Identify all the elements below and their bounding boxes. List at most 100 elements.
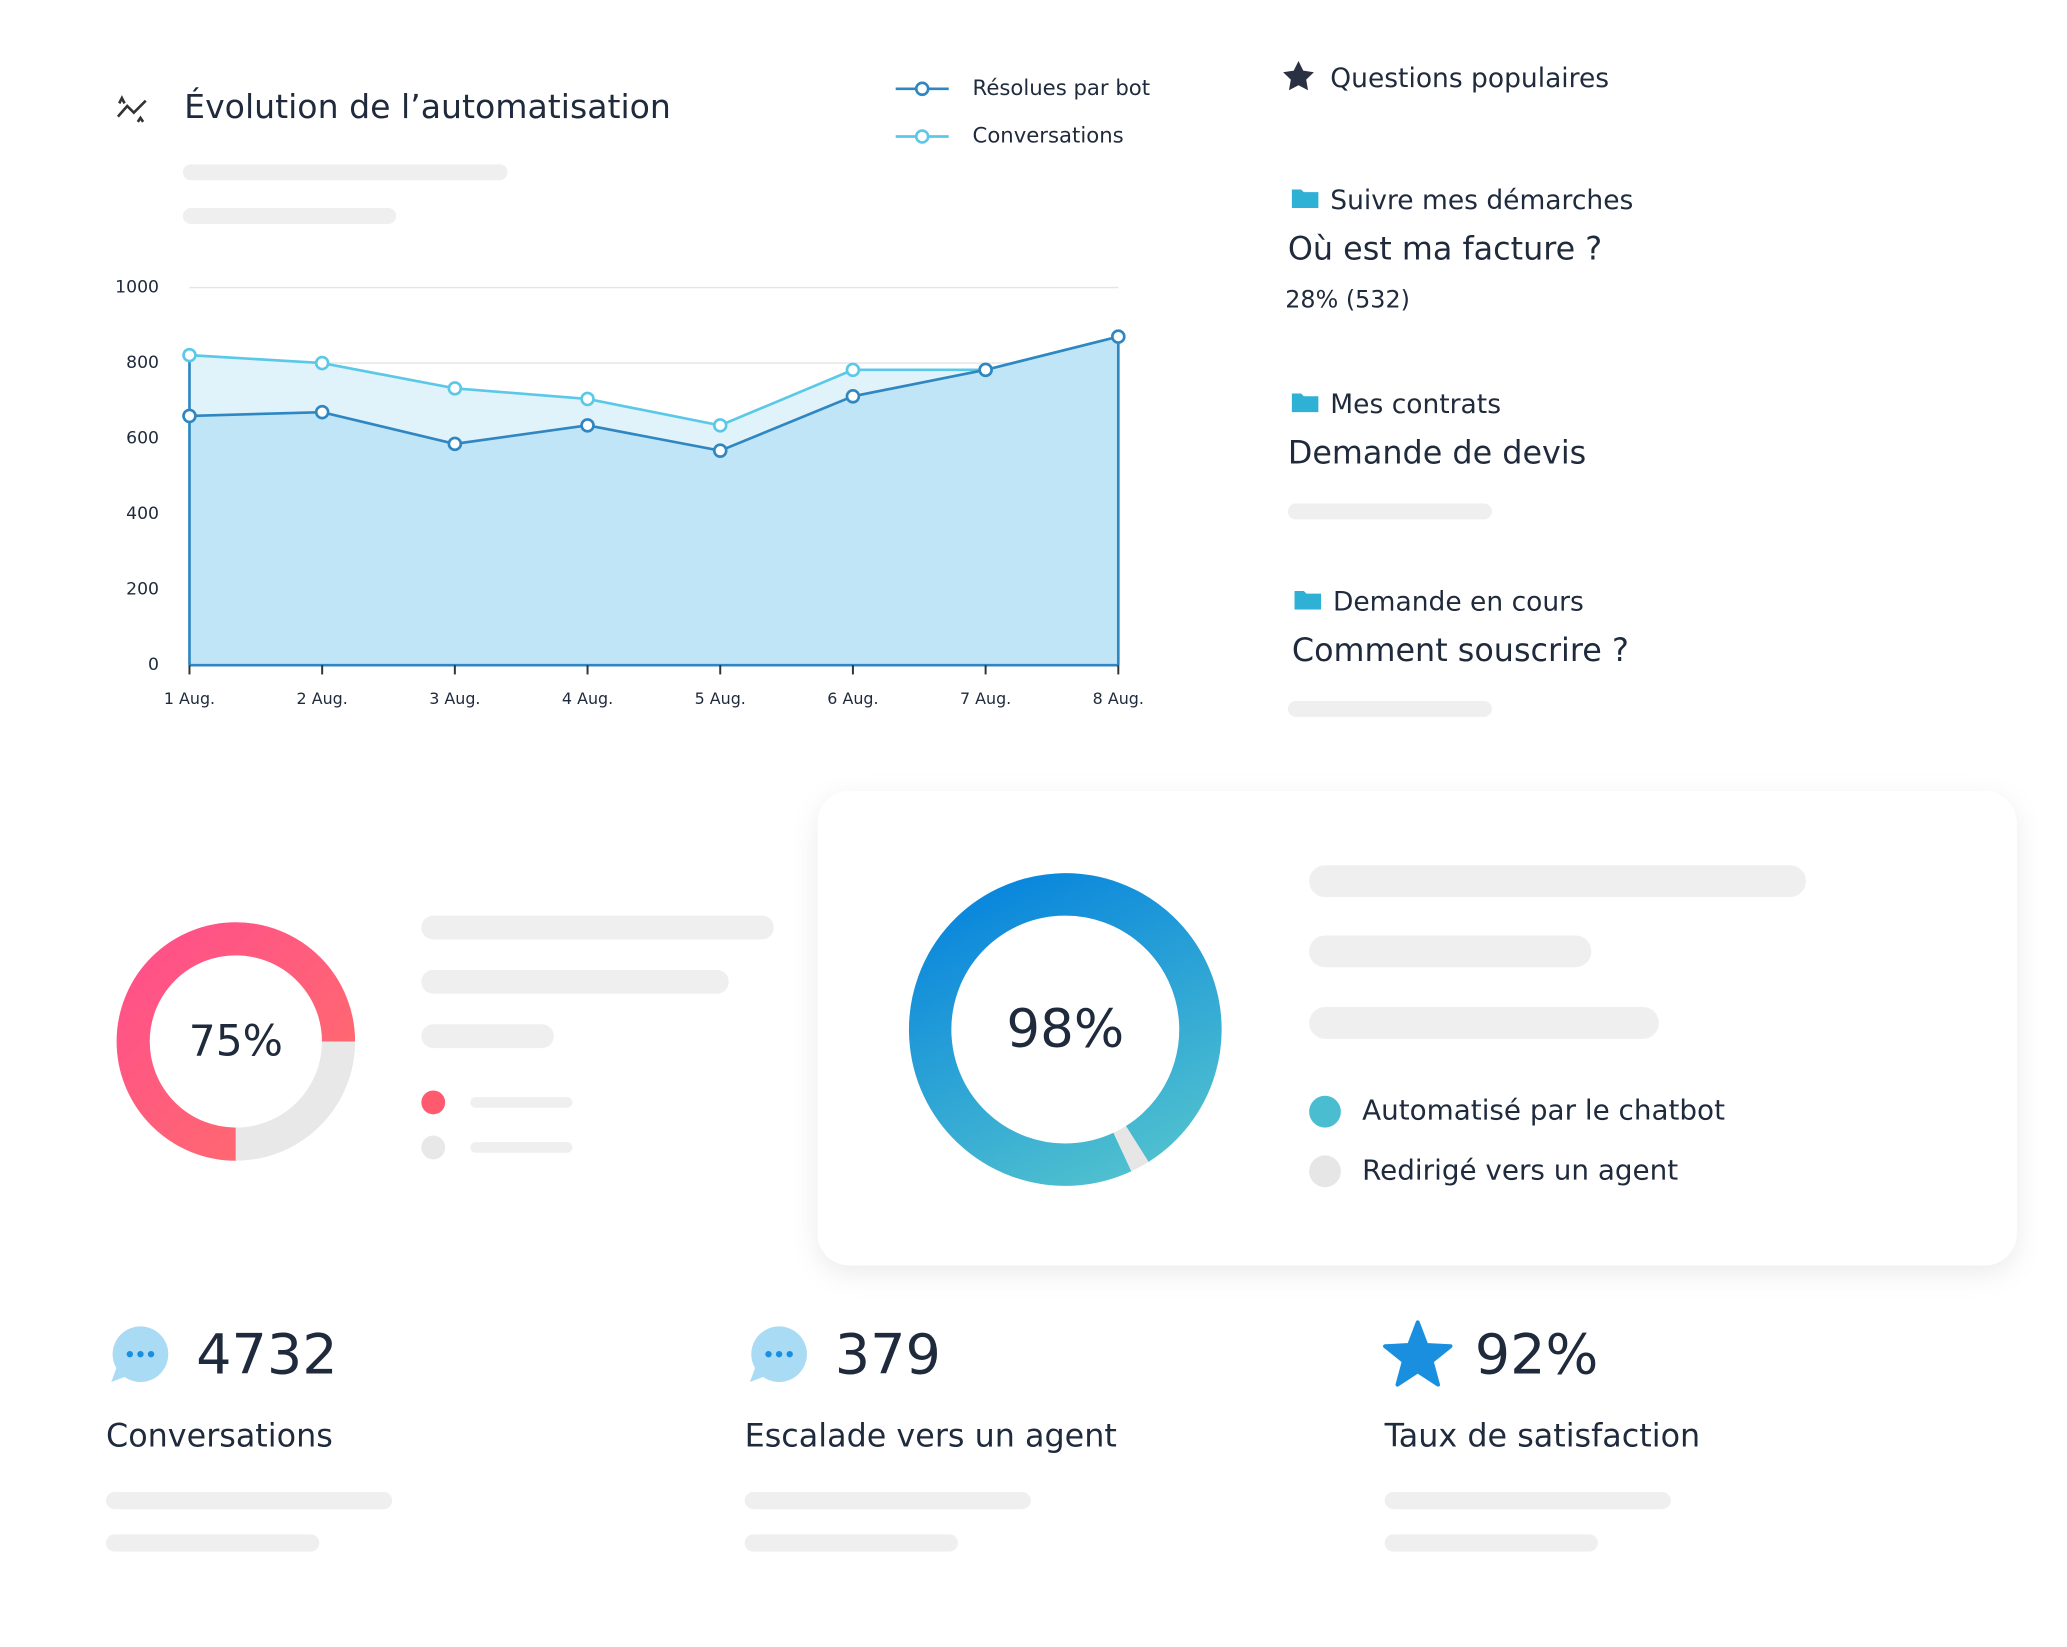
- questions-title: Questions populaires: [1330, 63, 1609, 94]
- donut-segment: [116, 922, 356, 1161]
- x-tick-label: 1 Aug.: [164, 689, 215, 708]
- stat-value: 4732: [196, 1322, 338, 1387]
- star-icon: [1283, 60, 1314, 91]
- donut-large: 98% Automatisé par le chatbot Redirigé ver…: [908, 865, 1806, 1188]
- stat-label: Conversations: [106, 1418, 333, 1455]
- legend-marker: [914, 81, 930, 97]
- question-category: Mes contrats: [1330, 389, 1501, 420]
- placeholder: [1384, 1491, 1671, 1510]
- point: [314, 404, 330, 420]
- point: [447, 381, 463, 396]
- placeholder: [470, 1097, 573, 1108]
- question: Demande de devis: [1288, 434, 1586, 471]
- question-stat: 28% (532): [1285, 285, 1410, 313]
- stat-value: 379: [835, 1322, 941, 1387]
- line: [189, 335, 1119, 453]
- placeholder: [106, 1491, 393, 1510]
- legend-dot: [1309, 1095, 1341, 1128]
- placeholder: [106, 1534, 320, 1552]
- placeholder: [421, 1024, 554, 1049]
- point: [1111, 329, 1126, 344]
- legend-label: Automatisé par le chatbot: [1362, 1094, 1725, 1127]
- placeholder: [182, 208, 397, 224]
- point: [447, 436, 463, 452]
- y-tick-label: 600: [126, 429, 159, 449]
- stats: 4732 Conversations 379 Escalade vers un age…: [106, 1320, 1701, 1552]
- question-category: Demande en cours: [1333, 586, 1584, 617]
- placeholder: [744, 1491, 1031, 1510]
- questions: Questions populaires Suivre mes démarche…: [1283, 60, 1633, 717]
- point: [182, 347, 197, 363]
- x-tick-label: 7 Aug.: [960, 689, 1011, 708]
- folder-icon: [1291, 189, 1319, 209]
- star-icon: [1383, 1320, 1453, 1387]
- x-tick-label: 2 Aug.: [297, 689, 348, 708]
- chat-dot: [147, 1350, 155, 1358]
- donut-label: 98%: [1006, 999, 1124, 1060]
- donut-small: 75%: [116, 915, 774, 1161]
- line: [189, 335, 1119, 427]
- x-tick-label: 5 Aug.: [695, 689, 746, 708]
- legend-dot: [421, 1090, 446, 1115]
- question-category: Suivre mes démarches: [1330, 185, 1633, 216]
- stat-label: Taux de satisfaction: [1384, 1418, 1701, 1455]
- chat-icon: [111, 1367, 129, 1382]
- x-tick-label: 4 Aug.: [562, 689, 613, 708]
- placeholder: [1309, 1007, 1659, 1039]
- x-tick-label: 3 Aug.: [429, 689, 480, 708]
- question: Comment souscrire ?: [1292, 632, 1629, 669]
- donut-segment: [908, 873, 1222, 1186]
- folder-icon: [1291, 393, 1319, 413]
- x-tick-label: 8 Aug.: [1093, 689, 1144, 708]
- donut-segment: [908, 873, 1222, 1186]
- area: [189, 336, 1119, 666]
- point: [712, 443, 728, 458]
- donut-label: 75%: [189, 1017, 283, 1066]
- chat-dot: [786, 1350, 793, 1358]
- stat-label: Escalade vers un agent: [745, 1418, 1117, 1455]
- placeholder: [1309, 935, 1592, 968]
- question: Où est ma facture ?: [1288, 230, 1602, 267]
- chat-dot: [137, 1350, 144, 1358]
- chat-dot: [765, 1350, 772, 1358]
- point: [580, 418, 595, 433]
- point: [580, 391, 595, 407]
- legend-dot: [421, 1135, 446, 1160]
- placeholder: [182, 164, 508, 181]
- placeholder: [470, 1142, 573, 1153]
- legend-label: Résolues par bot: [973, 75, 1151, 100]
- point: [314, 355, 330, 371]
- y-tick-label: 1000: [115, 278, 159, 298]
- point: [845, 389, 861, 404]
- placeholder: [421, 915, 774, 940]
- placeholder: [744, 1534, 958, 1552]
- y-tick-label: 0: [148, 655, 159, 675]
- placeholder: [1309, 865, 1806, 898]
- placeholder: [421, 969, 729, 994]
- line-chart: 0 200 400 600 800 1000 1 Aug. 2 Aug. 3 Aug. 4 Aug…: [115, 75, 1150, 708]
- legend-marker: [914, 129, 930, 144]
- chart-title: Évolution de l’automatisation: [184, 86, 671, 126]
- placeholder: [1287, 503, 1492, 520]
- placeholder: [1287, 700, 1492, 717]
- point: [712, 418, 728, 433]
- folder-icon: [1294, 590, 1322, 610]
- placeholder: [1384, 1534, 1598, 1552]
- chat-icon: [749, 1367, 768, 1382]
- y-tick-label: 400: [126, 504, 159, 524]
- chat-dot: [775, 1350, 783, 1358]
- point: [978, 362, 993, 378]
- legend-dot: [1309, 1155, 1341, 1188]
- point: [182, 408, 197, 424]
- chat-dot: [126, 1350, 134, 1358]
- point: [845, 362, 861, 378]
- stat-value: 92%: [1475, 1322, 1599, 1387]
- y-tick-label: 800: [126, 353, 159, 373]
- legend-label: Redirigé vers un agent: [1362, 1153, 1678, 1186]
- legend-label: Conversations: [973, 122, 1124, 147]
- header: Évolution de l’automatisation: [116, 86, 671, 224]
- icon: [116, 95, 147, 123]
- y-tick-label: 200: [126, 580, 159, 600]
- x-tick-label: 6 Aug.: [827, 689, 878, 708]
